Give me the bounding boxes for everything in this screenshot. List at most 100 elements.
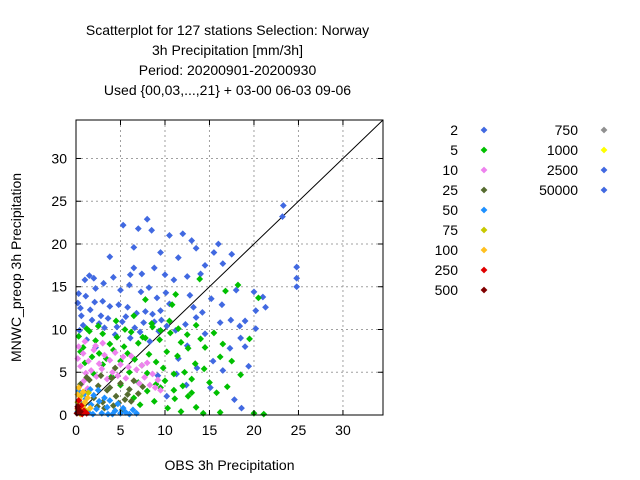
data-point	[84, 394, 91, 402]
legend-item: 10	[372, 160, 492, 180]
data-point	[75, 332, 83, 340]
data-point	[279, 202, 287, 209]
data-point	[92, 342, 99, 350]
data-point	[153, 294, 161, 302]
data-point	[119, 353, 127, 361]
data-point	[90, 391, 98, 399]
data-point	[77, 362, 84, 370]
data-point	[82, 369, 90, 377]
data-point	[108, 374, 115, 382]
data-point	[131, 356, 139, 363]
data-point	[232, 286, 240, 294]
data-point	[122, 313, 130, 321]
data-point	[112, 317, 120, 325]
data-point	[93, 403, 101, 410]
y-tick-label: 10	[51, 321, 67, 337]
data-point	[219, 340, 227, 348]
data-point	[174, 254, 182, 262]
x-axis-label: OBS 3h Precipitation	[165, 457, 295, 473]
data-point	[151, 384, 159, 392]
data-point	[79, 344, 87, 351]
y-tick-label: 25	[51, 193, 67, 209]
data-point	[136, 328, 144, 336]
data-point	[196, 275, 204, 283]
data-point	[119, 221, 127, 229]
legend-item: 2500	[492, 160, 612, 180]
data-point	[237, 371, 245, 379]
data-point	[120, 343, 128, 350]
data-point	[245, 362, 253, 370]
legend-item: 250	[372, 260, 492, 280]
data-point	[166, 329, 174, 337]
data-point	[157, 249, 164, 256]
data-point	[216, 319, 224, 327]
legend-item: 25	[372, 180, 492, 200]
legend-marker	[600, 166, 608, 174]
data-point	[125, 363, 132, 371]
data-point	[100, 279, 107, 287]
data-point	[81, 338, 89, 345]
data-point	[106, 384, 114, 392]
data-point	[154, 372, 162, 380]
data-points	[73, 202, 301, 418]
legend-marker	[480, 166, 488, 174]
data-point	[174, 352, 181, 360]
data-point	[260, 410, 268, 418]
legend-label: 75	[442, 222, 458, 238]
data-point	[98, 409, 106, 417]
data-point	[79, 350, 87, 357]
data-point	[101, 324, 108, 332]
data-point	[131, 324, 139, 332]
legend-label: 750	[554, 122, 578, 138]
data-point	[88, 353, 96, 361]
data-point	[73, 409, 81, 417]
legend-item: 2	[372, 120, 492, 140]
data-point	[193, 364, 201, 372]
data-point	[106, 340, 114, 348]
data-point	[117, 357, 124, 365]
data-point	[209, 357, 217, 365]
data-point	[81, 359, 89, 367]
data-point	[138, 270, 146, 278]
data-point	[171, 395, 179, 403]
data-point	[77, 408, 84, 415]
data-point	[101, 404, 108, 412]
data-point	[103, 375, 111, 383]
data-point	[192, 403, 200, 411]
data-point	[149, 310, 156, 318]
x-tick-label: 30	[335, 422, 351, 438]
data-point	[198, 308, 206, 316]
data-point	[99, 330, 107, 338]
x-tick-label: 0	[72, 422, 80, 438]
data-point	[170, 386, 178, 394]
data-point	[228, 250, 236, 258]
data-point	[216, 409, 224, 416]
data-point	[75, 290, 83, 297]
legend-marker	[480, 266, 488, 274]
data-point	[111, 364, 119, 372]
data-point	[259, 293, 267, 301]
data-point	[183, 273, 191, 280]
data-point	[77, 399, 84, 407]
data-point	[199, 409, 207, 417]
data-point	[201, 330, 209, 338]
axis-ticks: 0 5 10 15 20 25 30 0 5 10 15 20 25 30	[51, 120, 383, 438]
data-point	[206, 379, 213, 386]
data-point	[137, 288, 145, 296]
data-point	[210, 249, 218, 256]
legend-label: 2500	[546, 162, 578, 178]
data-point	[192, 244, 200, 252]
data-point	[293, 263, 301, 271]
data-point	[103, 403, 111, 411]
legend-marker	[600, 126, 608, 134]
data-point	[127, 352, 135, 360]
data-point	[142, 296, 149, 303]
data-point	[139, 333, 147, 341]
data-point	[106, 253, 114, 261]
data-point	[177, 408, 185, 415]
data-point	[74, 355, 82, 362]
data-point	[97, 312, 105, 320]
data-point	[140, 319, 148, 327]
data-point	[197, 335, 204, 343]
data-point	[97, 372, 105, 380]
